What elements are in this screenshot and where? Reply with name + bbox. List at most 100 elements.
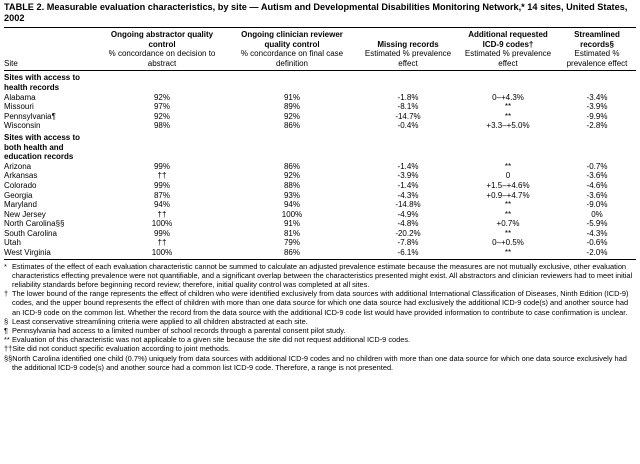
table-cell: -0.4% (397, 121, 419, 131)
site-name: Missouri (4, 102, 34, 112)
table-cell: +3.3–+5.0% (486, 121, 530, 131)
footnote-text: Site did not conduct specific evaluation… (12, 344, 230, 354)
table-cell: -9.0% (586, 200, 608, 210)
table-cell: 91% (283, 219, 300, 229)
table-row: Alabama 92% 91% -1.8% 0–+4.3% -3.4% (4, 93, 636, 103)
table-cell: ** (504, 102, 512, 112)
data-table: Ongoing abstractor quality control Ongoin… (4, 27, 636, 260)
table-cell: -4.9% (397, 209, 419, 219)
table-cell: 0 (505, 171, 511, 181)
table-cell: ** (504, 209, 512, 219)
table-cell: -0.6% (586, 238, 608, 248)
footnote-mark: † (4, 289, 9, 299)
table-cell: -5.9% (586, 219, 608, 229)
table-cell: -3.9% (397, 171, 419, 181)
table-cell: 81% (283, 228, 300, 238)
table-cell: -1.4% (397, 180, 419, 190)
table-cell: 100% (281, 209, 303, 219)
table-cell: -3.9% (586, 102, 608, 112)
footnote: § Least conservative streamlining criteri… (4, 317, 636, 326)
site-name: North Carolina§§ (4, 219, 65, 229)
site-name: Arizona (4, 161, 32, 171)
table-cell: -6.1% (358, 248, 458, 260)
table-row: Arkansas †† 92% -3.9% 0 -3.6% (4, 171, 636, 181)
table-cell: †† (157, 171, 167, 181)
table-cell: -0.7% (586, 161, 608, 171)
table-row: South Carolina 99% 81% -20.2% ** -4.3% (4, 229, 636, 239)
header-group-row: Ongoing abstractor quality control Ongoin… (4, 27, 636, 50)
footnote-text: Estimates of the effect of each evaluati… (12, 261, 633, 290)
spacer (98, 71, 636, 93)
header-group-cell: Additional requested ICD-9 codes† (458, 27, 558, 50)
table-cell: 97% (153, 102, 170, 112)
table-cell: 99% (153, 161, 170, 171)
table-cell: 98% (153, 121, 170, 131)
site-name: Pennsylvania¶ (4, 111, 56, 121)
table-cell: ** (458, 248, 558, 260)
header-group-cell: Missing records (358, 27, 458, 50)
footnote: §§North Carolina identified one child (0… (4, 354, 636, 372)
header-cell: Site (4, 49, 98, 72)
table-cell: -4.3% (397, 190, 419, 200)
section-label: Sites with access to both health and edu… (4, 132, 81, 162)
section-label: Sites with access to health records (4, 73, 81, 92)
table-cell: 92% (153, 111, 170, 121)
table-cell: 94% (283, 200, 300, 210)
table-cell: 91% (283, 92, 300, 102)
site-name: Alabama (4, 92, 36, 102)
table-title: TABLE 2. Measurable evaluation character… (4, 2, 628, 23)
footnote-text: North Carolina identified one child (0.7… (12, 353, 627, 372)
table-row: Pennsylvania¶ 92% 92% -14.7% ** -9.9% (4, 112, 636, 122)
footnote: * Estimates of the effect of each evaluat… (4, 262, 636, 290)
header-cell: % concordance on final case definition (226, 49, 358, 72)
table-cell: -14.8% (395, 200, 421, 210)
table-cell: -8.1% (397, 102, 419, 112)
header-group-cell: Ongoing clinician reviewer quality contr… (226, 27, 358, 50)
table-cell: 99% (153, 180, 170, 190)
table-cell: 92% (283, 111, 300, 121)
table-cell: -2.0% (558, 248, 636, 260)
site-name: Utah (4, 238, 21, 248)
table-row: Utah †† 79% -7.8% 0–+0.5% -0.6% (4, 238, 636, 248)
footnote-text: Pennsylvania had access to a limited num… (12, 326, 346, 336)
table-cell: 87% (153, 190, 170, 200)
footnote-text: The lower bound of the range represents … (12, 289, 629, 317)
table-cell: -1.4% (397, 161, 419, 171)
table-cell: -3.6% (586, 171, 608, 181)
table-cell: 0–+4.3% (492, 92, 524, 102)
header-group-cell: Streamlined records§ (558, 27, 636, 50)
footnote: ¶ Pennsylvania had access to a limited nu… (4, 326, 636, 335)
table-row: New Jersey †† 100% -4.9% ** 0% (4, 210, 636, 220)
footnote-mark: §§ (4, 353, 13, 363)
table-cell: 93% (283, 190, 300, 200)
table-row: Georgia 87% 93% -4.3% +0.9–+4.7% -3.6% (4, 191, 636, 201)
table-cell: -4.6% (586, 180, 608, 190)
table-cell: -9.9% (586, 111, 608, 121)
site-name: West Virginia (4, 248, 98, 260)
table-cell: 100% (98, 248, 226, 260)
table-row: Arizona 99% 86% -1.4% ** -0.7% (4, 162, 636, 172)
table-row: Colorado 99% 88% -1.4% +1.5–+4.6% -4.6% (4, 181, 636, 191)
site-name: Maryland (4, 200, 37, 210)
table-cell: 86% (226, 248, 358, 260)
table-cell: -1.8% (397, 92, 419, 102)
header-cell: Estimated % prevalence effect (458, 49, 558, 72)
table-cell: -14.7% (395, 111, 421, 121)
table-cell: †† (157, 209, 167, 219)
header-cell: % concordance on decision to abstract (98, 49, 226, 72)
site-name: Arkansas (4, 171, 38, 181)
footnote-text: Evaluation of this characteristic was no… (12, 335, 411, 345)
site-name: Colorado (4, 180, 37, 190)
table-cell: ** (504, 200, 512, 210)
table-cell: †† (157, 238, 167, 248)
table-row: Maryland 94% 94% -14.8% ** -9.0% (4, 200, 636, 210)
footnote-mark: ** (4, 335, 10, 345)
table-cell: +0.7% (496, 219, 520, 229)
table-cell: -20.2% (395, 228, 421, 238)
site-name: Wisconsin (4, 121, 41, 131)
document: TABLE 2. Measurable evaluation character… (4, 2, 636, 372)
footnote: ††Site did not conduct specific evaluati… (4, 344, 636, 353)
table-row: North Carolina§§ 100% 91% -4.8% +0.7% -5.9% (4, 219, 636, 229)
footnote-mark: * (4, 261, 7, 271)
